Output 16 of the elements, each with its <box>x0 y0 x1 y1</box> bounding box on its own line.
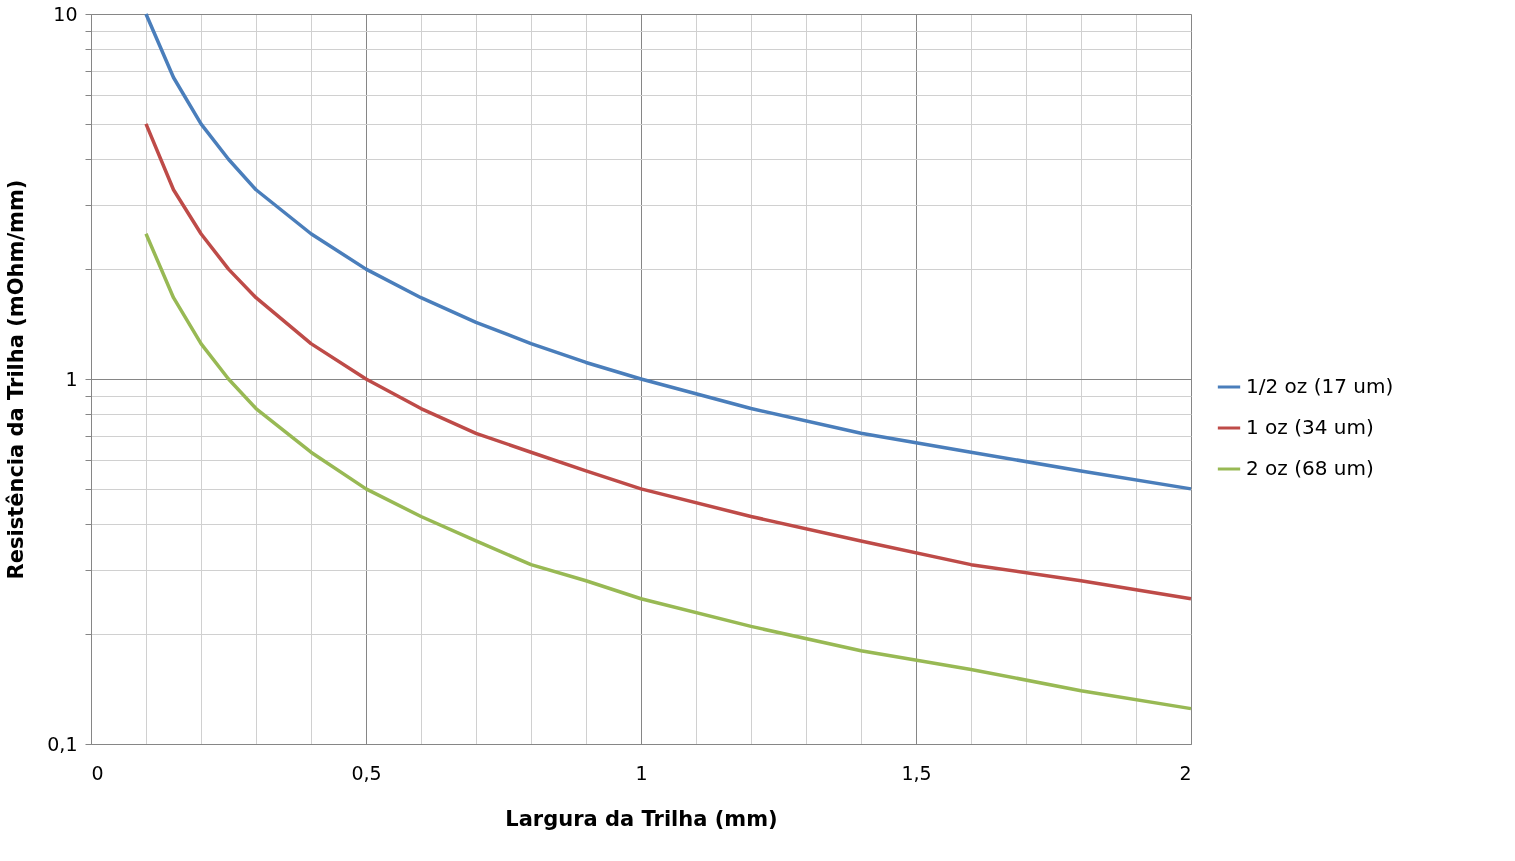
x-tick-label: 2 <box>1179 761 1192 784</box>
y-tick-label: 10 <box>53 2 78 25</box>
x-tick-label: 0,5 <box>351 761 382 784</box>
x-tick-label: 1 <box>635 761 648 784</box>
line-series <box>144 12 1193 491</box>
legend-label: 2 oz (68 um) <box>1246 456 1374 480</box>
y-tick-label: 1 <box>65 367 78 390</box>
x-tick-label: 1,5 <box>901 761 932 784</box>
legend-label: 1 oz (34 um) <box>1246 415 1374 439</box>
legend-label: 1/2 oz (17 um) <box>1246 374 1394 398</box>
x-tick-label: 0 <box>91 761 104 784</box>
line-series <box>144 122 1193 601</box>
x-axis-title: Largura da Trilha (mm) <box>505 806 778 831</box>
line-series <box>144 232 1193 711</box>
y-axis-title: Resistência da Trilha (mOhm/mm) <box>4 179 29 580</box>
y-tick-label: 0,1 <box>47 732 78 755</box>
